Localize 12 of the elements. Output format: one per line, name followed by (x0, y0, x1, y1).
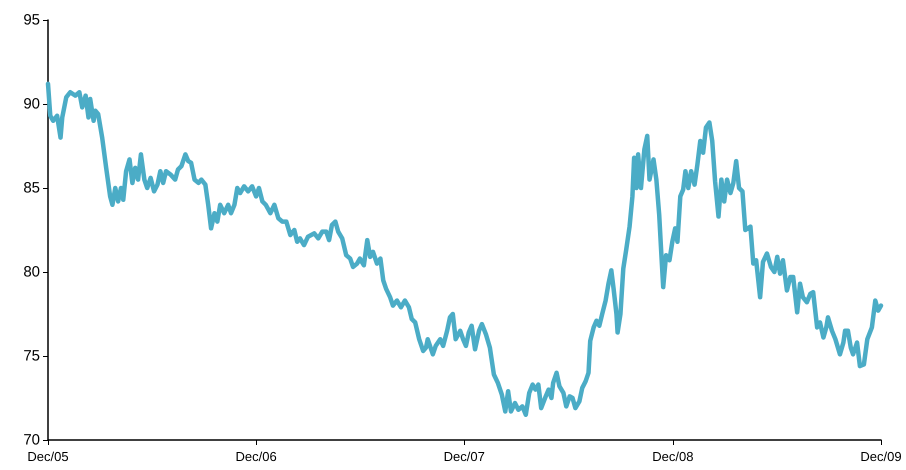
x-tick-label: Dec/09 (860, 449, 902, 464)
y-tick-label: 90 (23, 96, 40, 112)
x-tick-label: Dec/05 (27, 449, 69, 464)
x-tick-label: Dec/06 (236, 449, 277, 464)
x-tick-label: Dec/07 (444, 449, 485, 464)
y-tick-label: 80 (23, 264, 40, 280)
y-tick-label: 95 (23, 12, 40, 28)
x-tick-label: Dec/08 (652, 449, 694, 464)
y-tick-label: 70 (23, 432, 40, 448)
y-tick-label: 75 (23, 348, 40, 364)
line-series (46, 82, 884, 418)
y-tick-label: 85 (23, 180, 40, 196)
